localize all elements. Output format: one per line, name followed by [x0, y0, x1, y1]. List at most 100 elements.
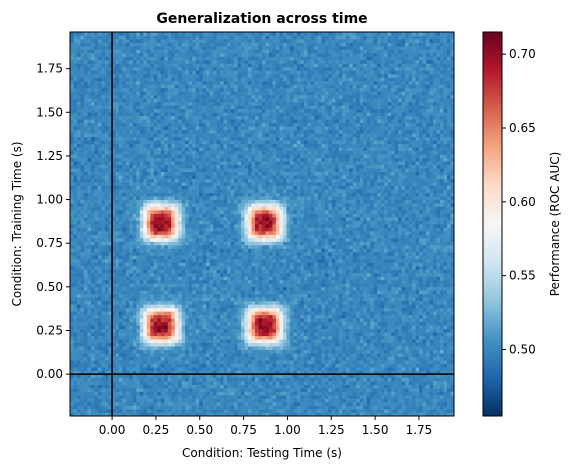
- heatmap-cell: [157, 409, 162, 413]
- heatmap-cell: [227, 405, 231, 410]
- heatmap-cell: [108, 395, 113, 399]
- heatmap-cell: [262, 353, 266, 357]
- heatmap-cell: [317, 356, 322, 361]
- heatmap-cell: [209, 370, 214, 375]
- heatmap-cell: [331, 290, 336, 295]
- heatmap-cell: [317, 346, 322, 351]
- heatmap-cell: [164, 402, 169, 406]
- heatmap-cell: [227, 265, 231, 270]
- heatmap-cell: [366, 262, 371, 267]
- heatmap-cell: [352, 405, 357, 410]
- heatmap-cell: [440, 290, 444, 295]
- heatmap-cell: [314, 314, 319, 319]
- heatmap-cell: [450, 409, 455, 413]
- heatmap-cell: [220, 297, 224, 302]
- heatmap-cell: [262, 311, 266, 316]
- heatmap-cell: [248, 300, 252, 305]
- heatmap-cell: [164, 363, 169, 368]
- heatmap-cell: [272, 384, 277, 389]
- heatmap-cell: [83, 328, 88, 333]
- heatmap-cell: [268, 363, 273, 368]
- heatmap-cell: [387, 307, 392, 312]
- heatmap-cell: [101, 332, 106, 337]
- heatmap-cell: [185, 342, 190, 347]
- heatmap-cell: [129, 279, 134, 284]
- heatmap-cell: [248, 342, 252, 347]
- heatmap-cell: [237, 311, 242, 316]
- heatmap-cell: [349, 328, 354, 333]
- heatmap-cell: [118, 346, 123, 351]
- heatmap-cell: [241, 332, 245, 337]
- heatmap-cell: [104, 276, 109, 281]
- heatmap-cell: [139, 314, 144, 319]
- heatmap-cell: [447, 332, 451, 337]
- heatmap-cell: [199, 384, 203, 389]
- heatmap-cell: [286, 377, 291, 382]
- heatmap-cell: [429, 300, 434, 305]
- heatmap-cell: [101, 381, 106, 385]
- heatmap-cell: [345, 395, 350, 399]
- heatmap-cell: [314, 286, 319, 291]
- heatmap-cell: [73, 349, 78, 354]
- heatmap-cell: [275, 412, 280, 417]
- heatmap-cell: [206, 272, 210, 277]
- heatmap-cell: [338, 283, 343, 288]
- heatmap-cell: [167, 276, 172, 281]
- heatmap-cell: [73, 377, 78, 382]
- heatmap-cell: [132, 328, 137, 333]
- heatmap-cell: [398, 279, 402, 284]
- heatmap-cell: [167, 349, 172, 354]
- heatmap-cell: [73, 258, 78, 263]
- heatmap-cell: [251, 290, 256, 295]
- heatmap-cell: [356, 342, 361, 347]
- heatmap-cell: [83, 314, 88, 319]
- heatmap-cell: [258, 342, 263, 347]
- heatmap-cell: [412, 398, 416, 403]
- heatmap-cell: [419, 339, 423, 344]
- heatmap-cell: [178, 286, 183, 291]
- heatmap-cell: [115, 258, 120, 263]
- heatmap-cell: [132, 314, 137, 319]
- heatmap-cell: [310, 374, 315, 378]
- heatmap-cell: [289, 311, 294, 316]
- heatmap-cell: [132, 290, 137, 295]
- heatmap-cell: [443, 388, 448, 392]
- heatmap-cell: [87, 391, 92, 396]
- heatmap-cell: [143, 367, 148, 371]
- heatmap-cell: [104, 255, 109, 260]
- heatmap-cell: [377, 356, 382, 361]
- heatmap-cell: [206, 409, 210, 413]
- heatmap-cell: [335, 384, 340, 389]
- heatmap-cell: [310, 360, 315, 364]
- heatmap-cell: [363, 367, 368, 371]
- heatmap-cell: [213, 328, 217, 333]
- heatmap-cell: [111, 349, 116, 354]
- heatmap-cell: [352, 290, 357, 295]
- heatmap-cell: [174, 304, 179, 309]
- heatmap-cell: [181, 304, 186, 309]
- heatmap-cell: [171, 339, 176, 344]
- heatmap-cell: [412, 377, 416, 382]
- heatmap-cell: [450, 363, 455, 368]
- heatmap-cell: [251, 335, 256, 340]
- heatmap-cell: [216, 262, 221, 267]
- heatmap-cell: [317, 360, 322, 364]
- heatmap-cell: [153, 342, 158, 347]
- heatmap-cell: [279, 290, 284, 295]
- heatmap-cell: [202, 293, 207, 298]
- heatmap-cell: [412, 388, 416, 392]
- heatmap-cell: [136, 318, 141, 323]
- heatmap-cell: [366, 405, 371, 410]
- heatmap-cells: [70, 32, 455, 417]
- heatmap-cell: [272, 311, 277, 316]
- heatmap-cell: [268, 412, 273, 417]
- heatmap-cell: [136, 339, 141, 344]
- heatmap-cell: [80, 398, 85, 403]
- heatmap-cell: [94, 346, 99, 351]
- heatmap-cell: [104, 370, 109, 375]
- heatmap-cell: [335, 363, 340, 368]
- heatmap-cell: [342, 342, 347, 347]
- heatmap-cell: [104, 304, 109, 309]
- heatmap-cell: [132, 276, 137, 281]
- heatmap-cell: [70, 335, 74, 340]
